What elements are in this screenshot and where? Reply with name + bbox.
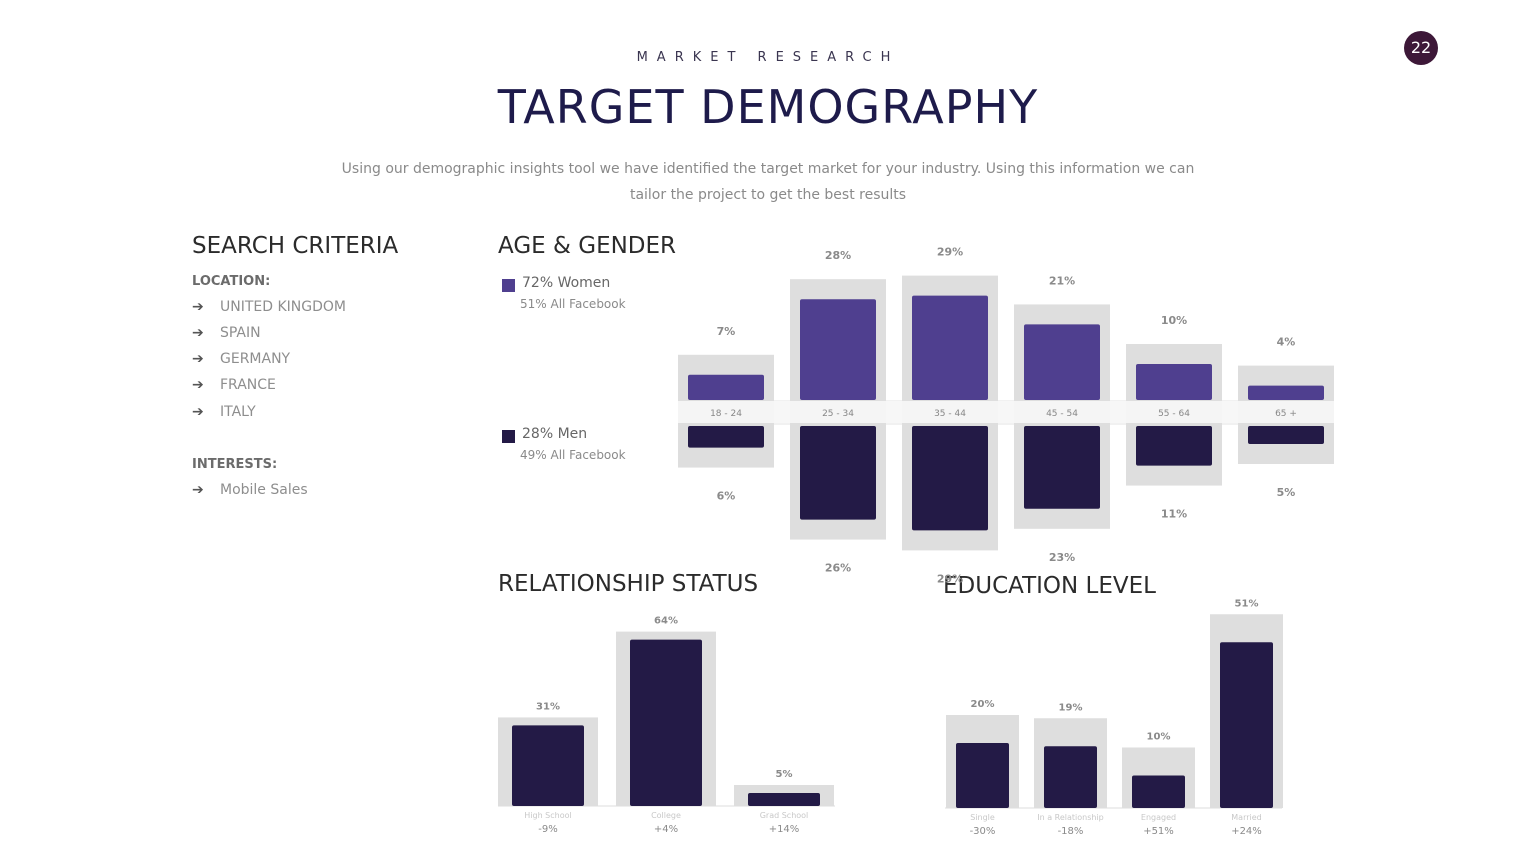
bar-delta-label: +51% (1143, 826, 1174, 837)
men-data-label: 23% (1049, 551, 1075, 564)
data-bar (512, 725, 584, 806)
bar-category-label: Engaged (1141, 813, 1176, 822)
bar-delta-label: -30% (970, 826, 996, 837)
eyebrow-label: MARKET RESEARCH (636, 50, 900, 65)
location-item: ➔ SPAIN (192, 325, 261, 341)
bar-category-label: In a Relationship (1037, 813, 1104, 822)
women-bar (1024, 324, 1100, 400)
bar-delta-label: +4% (654, 824, 678, 835)
interest-text: Mobile Sales (220, 482, 308, 498)
location-item: ➔ FRANCE (192, 377, 276, 393)
age-tick-label: 45 - 54 (1046, 409, 1078, 419)
education-level-title: EDUCATION LEVEL (943, 573, 1156, 599)
men-data-label: 29% (937, 572, 963, 585)
arrow-right-icon: ➔ (192, 325, 204, 341)
men-data-label: 6% (717, 490, 736, 503)
arrow-right-icon: ➔ (192, 351, 204, 367)
men-bar (1136, 426, 1212, 466)
bar-category-label: College (651, 811, 681, 820)
men-bar (688, 426, 764, 448)
bar-delta-label: -9% (538, 824, 557, 835)
women-bar (800, 299, 876, 400)
data-bar (956, 743, 1009, 808)
data-bar (1044, 746, 1097, 808)
women-data-label: 10% (1161, 314, 1187, 327)
location-text: ITALY (220, 404, 256, 420)
bar-data-label: 31% (536, 701, 560, 712)
women-legend-note: 51% All Facebook (520, 297, 626, 311)
search-criteria-title: SEARCH CRITERIA (192, 233, 399, 259)
age-tick-label: 35 - 44 (934, 409, 966, 419)
women-data-label: 28% (825, 249, 851, 262)
bar-data-label: 51% (1235, 598, 1259, 609)
bar-delta-label: +24% (1231, 826, 1262, 837)
bar-category-label: Single (970, 813, 995, 822)
age-gender-title: AGE & GENDER (498, 233, 677, 259)
men-data-label: 11% (1161, 508, 1187, 521)
bar-category-label: Grad School (760, 811, 809, 820)
men-data-label: 26% (825, 562, 851, 575)
women-legend-label: 72% Women (522, 275, 611, 291)
page-title: TARGET DEMOGRAPHY (497, 80, 1039, 134)
men-bar (800, 426, 876, 520)
location-label: LOCATION: (192, 274, 271, 289)
bar-data-label: 20% (971, 699, 995, 710)
men-bar (1024, 426, 1100, 509)
bar-category-label: High School (524, 811, 572, 820)
women-data-label: 7% (717, 325, 736, 338)
women-data-label: 21% (1049, 274, 1075, 287)
data-bar (1132, 775, 1185, 808)
age-tick-label: 55 - 64 (1158, 409, 1190, 419)
age-tick-label: 65 + (1275, 409, 1297, 419)
women-legend-swatch (502, 279, 515, 292)
men-legend-note: 49% All Facebook (520, 448, 626, 462)
location-item: ➔ ITALY (192, 404, 256, 420)
men-bar (1248, 426, 1324, 444)
data-bar (1220, 642, 1273, 808)
location-text: UNITED KINGDOM (220, 299, 346, 315)
page-subtitle: Using our demographic insights tool we h… (318, 156, 1218, 208)
page-number-badge: 22 (1404, 31, 1438, 65)
bar-data-label: 19% (1059, 702, 1083, 713)
subtitle-line-2: tailor the project to get the best resul… (629, 187, 907, 203)
bar-category-label: Married (1231, 813, 1261, 822)
location-text: GERMANY (220, 351, 291, 367)
location-item: ➔ GERMANY (192, 351, 290, 367)
interest-item: ➔ Mobile Sales (192, 482, 308, 498)
location-item: ➔ UNITED KINGDOM (192, 299, 346, 315)
data-bar (630, 639, 702, 806)
age-tick-label: 25 - 34 (822, 409, 854, 419)
bar-data-label: 10% (1147, 732, 1171, 743)
arrow-right-icon: ➔ (192, 299, 204, 315)
women-bar (688, 374, 764, 400)
arrow-right-icon: ➔ (192, 404, 204, 420)
men-data-label: 5% (1277, 486, 1296, 499)
age-axis-band-overlay (678, 401, 1334, 423)
bar-data-label: 5% (776, 769, 793, 780)
men-bar (912, 426, 988, 531)
women-bar (912, 295, 988, 400)
women-data-label: 4% (1277, 336, 1296, 349)
relationship-status-title: RELATIONSHIP STATUS (498, 571, 759, 597)
men-legend-swatch (502, 430, 515, 443)
bar-delta-label: +14% (769, 824, 800, 835)
age-tick-label: 18 - 24 (710, 409, 742, 419)
women-bar (1136, 364, 1212, 400)
men-legend-label: 28% Men (522, 426, 588, 442)
data-bar (748, 793, 820, 806)
bar-data-label: 64% (654, 616, 678, 627)
location-text: SPAIN (220, 325, 261, 341)
subtitle-line-1: Using our demographic insights tool we h… (341, 161, 1195, 177)
location-text: FRANCE (220, 377, 276, 393)
arrow-right-icon: ➔ (192, 377, 204, 393)
women-data-label: 29% (937, 246, 963, 259)
interests-label: INTERESTS: (192, 457, 278, 472)
bar-delta-label: -18% (1058, 826, 1084, 837)
women-bar (1248, 385, 1324, 400)
arrow-right-icon: ➔ (192, 482, 204, 498)
